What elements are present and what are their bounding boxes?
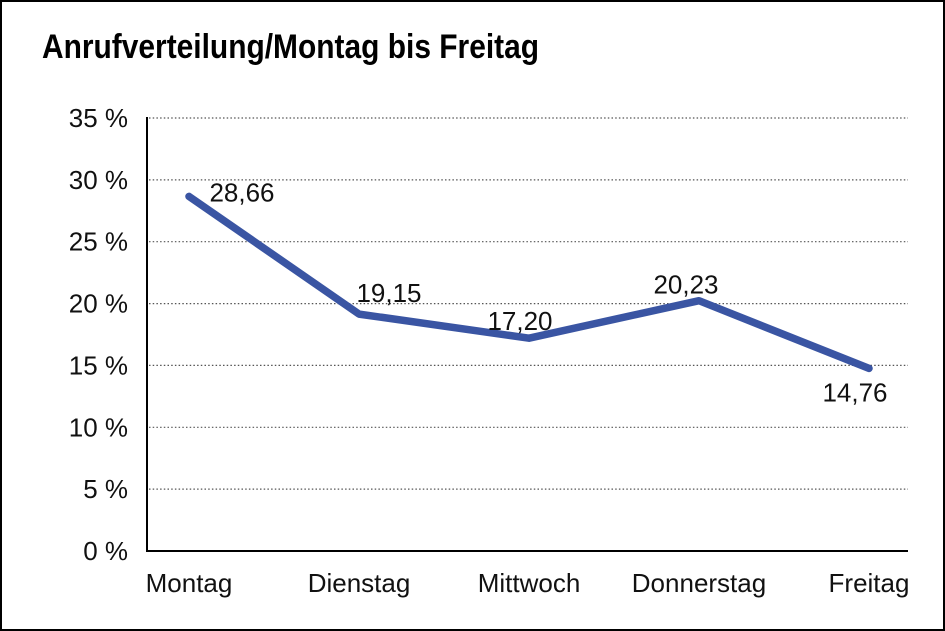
data-point-label: 20,23 <box>653 270 718 300</box>
x-axis-category-label: Freitag <box>829 568 910 598</box>
data-line <box>185 192 873 373</box>
y-axis-tick-label: 20 % <box>69 289 128 319</box>
data-point-label: 14,76 <box>822 377 887 407</box>
y-axis-tick-label: 25 % <box>69 227 128 257</box>
data-point-label: 28,66 <box>209 177 274 207</box>
y-axis-tick-label: 30 % <box>69 165 128 195</box>
x-axis-category-label: Dienstag <box>308 568 411 598</box>
y-axis-tick-label: 5 % <box>83 474 128 504</box>
x-axis-category-label: Donnerstag <box>632 568 766 598</box>
data-point-label: 17,20 <box>487 306 552 336</box>
y-axis-tick-label: 10 % <box>69 412 128 442</box>
y-axis-tick-label: 35 % <box>69 103 128 133</box>
x-axis-category-label: Montag <box>146 568 233 598</box>
data-point-label: 19,15 <box>356 278 421 308</box>
y-axis-tick-label: 15 % <box>69 350 128 380</box>
chart-title: Anrufverteilung/Montag bis Freitag <box>42 28 540 66</box>
y-axis-tick-label: 0 % <box>83 536 128 566</box>
x-axis-category-label: Mittwoch <box>478 568 581 598</box>
